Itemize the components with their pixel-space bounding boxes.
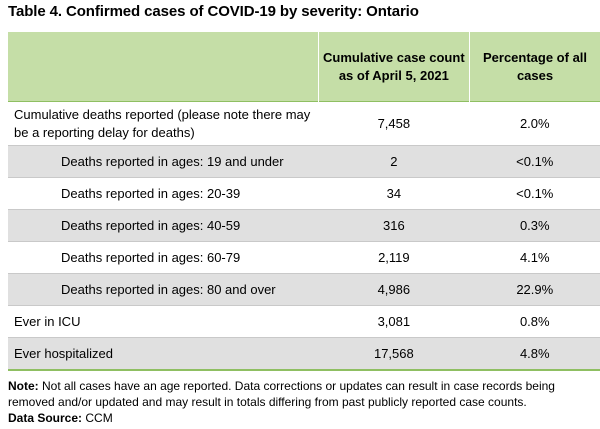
row-count: 4,986 [318,273,470,306]
row-percentage: 2.0% [469,101,600,146]
row-count: 316 [318,209,470,242]
table-header-row: Cumulative case count as of April 5, 202… [8,32,600,102]
row-percentage: 0.8% [469,305,600,338]
source-line: Data Source: CCM [8,410,598,426]
row-label: Deaths reported in ages: 20-39 [8,177,319,210]
row-percentage: 0.3% [469,209,600,242]
table-row: Ever hospitalized 17,568 4.8% [8,337,600,371]
row-label: Deaths reported in ages: 19 and under [8,145,319,178]
table-footnote: Note: Not all cases have an age reported… [8,378,598,426]
row-label: Ever in ICU [8,305,319,338]
row-percentage: <0.1% [469,177,600,210]
row-percentage: 4.1% [469,241,600,274]
table-row: Deaths reported in ages: 19 and under 2 … [8,145,600,178]
header-cumulative-count: Cumulative case count as of April 5, 202… [318,32,471,102]
row-count: 17,568 [318,337,470,371]
row-label: Deaths reported in ages: 40-59 [8,209,319,242]
table-row: Deaths reported in ages: 60-79 2,119 4.1… [8,241,600,274]
table-row: Ever in ICU 3,081 0.8% [8,305,600,338]
table-row: Cumulative deaths reported (please note … [8,101,600,146]
row-count: 7,458 [318,101,470,146]
header-percentage: Percentage of all cases [469,32,600,102]
severity-table: Cumulative case count as of April 5, 202… [8,32,600,371]
row-count: 2,119 [318,241,470,274]
row-percentage: 22.9% [469,273,600,306]
note-label: Note: [8,379,39,393]
note-text: Not all cases have an age reported. Data… [8,379,555,409]
table-row: Deaths reported in ages: 80 and over 4,9… [8,273,600,306]
row-percentage: 4.8% [469,337,600,371]
row-count: 2 [318,145,470,178]
row-count: 3,081 [318,305,470,338]
row-percentage: <0.1% [469,145,600,178]
row-label: Deaths reported in ages: 60-79 [8,241,319,274]
table-title: Table 4. Confirmed cases of COVID-19 by … [8,3,419,20]
table-row: Deaths reported in ages: 20-39 34 <0.1% [8,177,600,210]
row-label: Cumulative deaths reported (please note … [8,101,319,146]
source-label: Data Source: [8,411,83,425]
row-count: 34 [318,177,470,210]
row-label: Ever hospitalized [8,337,319,371]
table-row: Deaths reported in ages: 40-59 316 0.3% [8,209,600,242]
row-label: Deaths reported in ages: 80 and over [8,273,319,306]
source-text: CCM [82,411,113,425]
header-blank [8,32,319,102]
note-line: Note: Not all cases have an age reported… [8,378,598,410]
